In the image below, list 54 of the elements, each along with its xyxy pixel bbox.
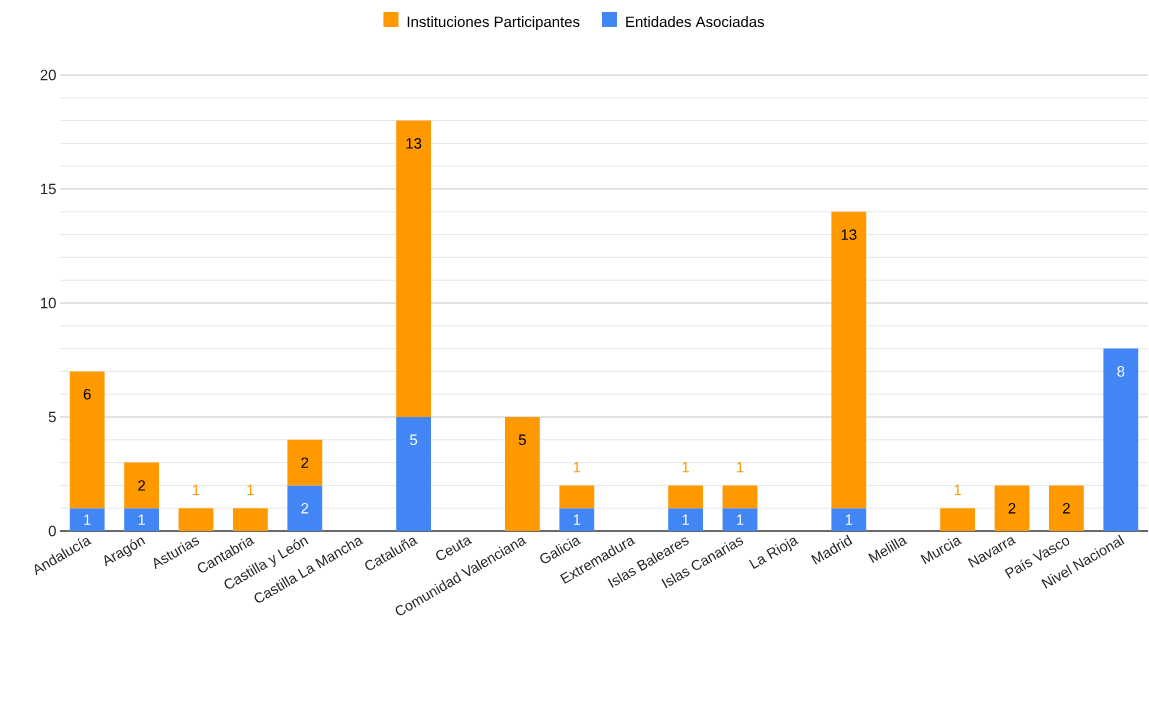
data-label: 1 (573, 514, 581, 525)
bar (668, 485, 704, 509)
bar (722, 485, 758, 509)
y-tick-label: 15 (41, 183, 56, 195)
bar (831, 508, 867, 531)
bar (559, 485, 595, 509)
bar (668, 508, 704, 531)
bar (831, 211, 867, 509)
legend-label: Instituciones Participantes (407, 16, 580, 31)
data-label: 2 (301, 457, 309, 468)
bar (396, 417, 432, 531)
legend-label: Entidades Asociadas (626, 16, 765, 28)
data-label: 13 (841, 229, 857, 240)
data-label: 1 (573, 462, 581, 473)
data-label: 1 (682, 462, 690, 473)
data-label: 5 (410, 434, 418, 446)
data-label: 5 (518, 434, 526, 446)
y-tick-label: 10 (41, 297, 56, 309)
data-label: 6 (83, 388, 91, 400)
x-tick-label: La Rioja (749, 537, 799, 569)
data-label: 2 (138, 480, 146, 491)
data-label: 1 (845, 514, 853, 525)
data-label: 1 (736, 514, 744, 525)
data-label: 1 (247, 484, 254, 496)
bar (505, 417, 540, 531)
data-label: 1 (192, 484, 200, 496)
data-label: 2 (301, 502, 309, 514)
y-tick-label: 5 (48, 411, 56, 423)
data-label: 1 (138, 514, 146, 525)
bar (994, 485, 1030, 531)
bar (1103, 348, 1139, 531)
bar (124, 508, 160, 531)
bar (1049, 485, 1084, 531)
bar (559, 508, 595, 531)
data-label: 1 (682, 514, 690, 525)
bar (124, 462, 160, 509)
bar (940, 508, 976, 531)
bar (396, 120, 432, 417)
data-label: 1 (954, 484, 962, 496)
bar (69, 371, 105, 509)
data-label: 1 (84, 514, 91, 525)
data-label: 13 (406, 138, 422, 149)
data-label: 1 (736, 462, 744, 473)
data-label: 8 (1117, 366, 1125, 377)
y-tick-label: 20 (40, 69, 56, 81)
bar (232, 508, 268, 531)
bar (287, 485, 323, 531)
bar (178, 508, 214, 531)
y-tick-label: 0 (48, 525, 56, 537)
bar (722, 508, 758, 531)
bar (287, 439, 323, 486)
bar (69, 508, 105, 531)
data-label: 2 (1008, 502, 1016, 514)
data-label: 2 (1063, 502, 1070, 514)
